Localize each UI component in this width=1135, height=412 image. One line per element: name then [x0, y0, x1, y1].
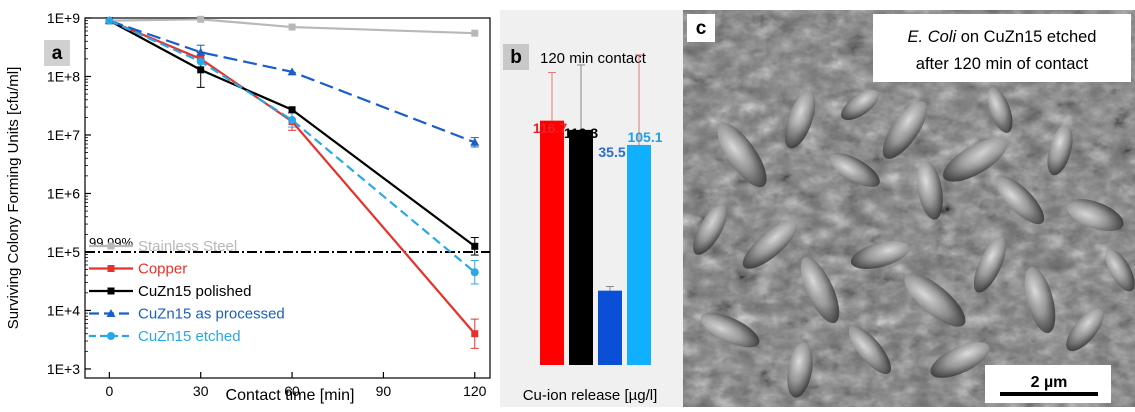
y-axis-label: Surviving Colony Forming Units [cfu/ml] [5, 67, 22, 330]
caption-species: E. Coli [908, 28, 958, 46]
bacterium-cell [943, 138, 1007, 182]
bacterium-cell [742, 221, 798, 269]
bacterium-cell [1047, 124, 1073, 176]
bacterium-cell [973, 237, 1007, 293]
data-point-copper [471, 330, 479, 338]
bacteria-cells [693, 87, 1135, 398]
panel-b-title: 120 min contact [540, 50, 647, 67]
panel-a-label-box [44, 40, 70, 66]
panel-c-caption-line2: after 120 min of contact [916, 55, 1089, 73]
bar-value-label: 112.3 [564, 125, 598, 141]
legend-label-cuzn15-as-processed: CuZn15 as processed [138, 306, 285, 323]
series-line-cuzn15-etched [108, 19, 476, 274]
series-line-stainless-steel [109, 18, 475, 35]
plot-frame [84, 17, 491, 379]
y-tick-label: 1E+3 [47, 361, 80, 377]
legend-marker-cuzn15-as-processed [106, 309, 116, 317]
bacterium-cell [800, 256, 840, 324]
legend-marker-cuzn15-etched [107, 332, 115, 340]
x-tick-label: 90 [376, 383, 392, 399]
y-tick-label: 1E+6 [47, 185, 80, 201]
data-point-stainless-steel [197, 15, 205, 23]
scale-bar-box [985, 365, 1111, 403]
panel-c-caption-line1: E. Coli on CuZn15 etched [908, 28, 1097, 46]
bacterium-cell [882, 101, 928, 159]
data-point-cuzn15-as-processed [196, 47, 206, 56]
bacterium-cell [995, 175, 1045, 225]
bacterium-cell [904, 273, 966, 327]
bacterium-cell [700, 312, 760, 348]
series-line-cuzn15-polished [108, 19, 476, 248]
x-tick-label: 30 [193, 383, 209, 399]
bar-value-label: 105.1 [627, 129, 662, 145]
x-tick-label: 0 [105, 383, 113, 399]
panel-c-overlay: c E. Coli on CuZn15 etched after 120 min… [687, 14, 1131, 403]
bar-cuzn15-etched [627, 144, 651, 365]
data-point-cuzn15-etched [470, 268, 479, 277]
panel-c-label-box [687, 14, 715, 42]
legend-marker-cuzn15-polished [107, 287, 115, 295]
caption-substrate: on CuZn15 etched [956, 28, 1096, 46]
x-axis-label: Contact time [min] [226, 387, 355, 404]
y-tick-label: 1E+4 [47, 302, 80, 318]
panel-b-label-box [503, 44, 529, 70]
x-tick-label: 60 [284, 383, 300, 399]
data-point-cuzn15-as-processed [470, 137, 480, 146]
legend-label-stainless-steel: Stainless Steel [138, 238, 237, 255]
bacterium-cell [784, 91, 816, 149]
data-point-stainless-steel [288, 23, 296, 31]
bacterium-cell [1066, 308, 1104, 352]
bacterium-cell [841, 89, 879, 121]
data-point-cuzn15-etched [196, 57, 205, 66]
bacterium-cell [848, 325, 892, 375]
legend-label-copper: Copper [138, 261, 187, 278]
legend-marker-copper [107, 265, 115, 272]
y-tick-label: 1E+9 [47, 10, 80, 26]
data-point-cuzn15-polished [288, 106, 296, 114]
data-point-cuzn15-polished [471, 242, 479, 250]
x-tick-label: 120 [463, 383, 487, 399]
bacterium-cell [693, 205, 727, 255]
panel-b-label: b [510, 47, 522, 68]
bar-cuzn15-as-processed [598, 290, 622, 365]
data-point-stainless-steel [471, 29, 479, 37]
panel-b-axis-label: Cu-ion release [µg/l] [523, 387, 658, 404]
scale-bar [1000, 392, 1098, 396]
y-tick-label: 1E+5 [47, 244, 80, 260]
bacterium-cell [850, 241, 910, 269]
bacterium-cell [717, 122, 767, 188]
bacterium-cell [1024, 266, 1056, 334]
bacterium-cell [1105, 248, 1135, 292]
panel-c [683, 10, 1135, 407]
data-point-cuzn15-polished [197, 66, 205, 74]
bacterium-cell [1066, 199, 1124, 231]
panel-c-label: c [696, 18, 707, 39]
bacterium-cell [830, 153, 880, 187]
legend-label-cuzn15-etched: CuZn15 etched [138, 328, 241, 345]
data-point-cuzn15-etched [105, 16, 114, 25]
bar-value-label: 116.7 [533, 120, 567, 136]
y-tick-label: 1E+8 [47, 68, 80, 84]
scale-bar-label: 2 µm [1031, 374, 1068, 391]
bar-value-label: 35.5 [598, 144, 625, 160]
legend-label-cuzn15-polished: CuZn15 polished [138, 283, 251, 300]
data-point-cuzn15-etched [288, 116, 297, 125]
bar-copper [540, 120, 564, 365]
data-point-cuzn15-as-processed [287, 67, 297, 76]
series-line-cuzn15-as-processed [109, 19, 476, 144]
bacterium-cell [787, 342, 813, 398]
bacterium-cell [987, 87, 1013, 133]
legend-marker-stainless-steel [107, 242, 115, 250]
y-tick-label: 1E+7 [47, 127, 80, 143]
panel-a-label: a [52, 43, 63, 64]
bacterium-cell [930, 342, 990, 378]
panel-c-caption-box [873, 14, 1131, 82]
bar-cuzn15-polished [569, 129, 593, 365]
bacterium-cell [917, 160, 943, 220]
